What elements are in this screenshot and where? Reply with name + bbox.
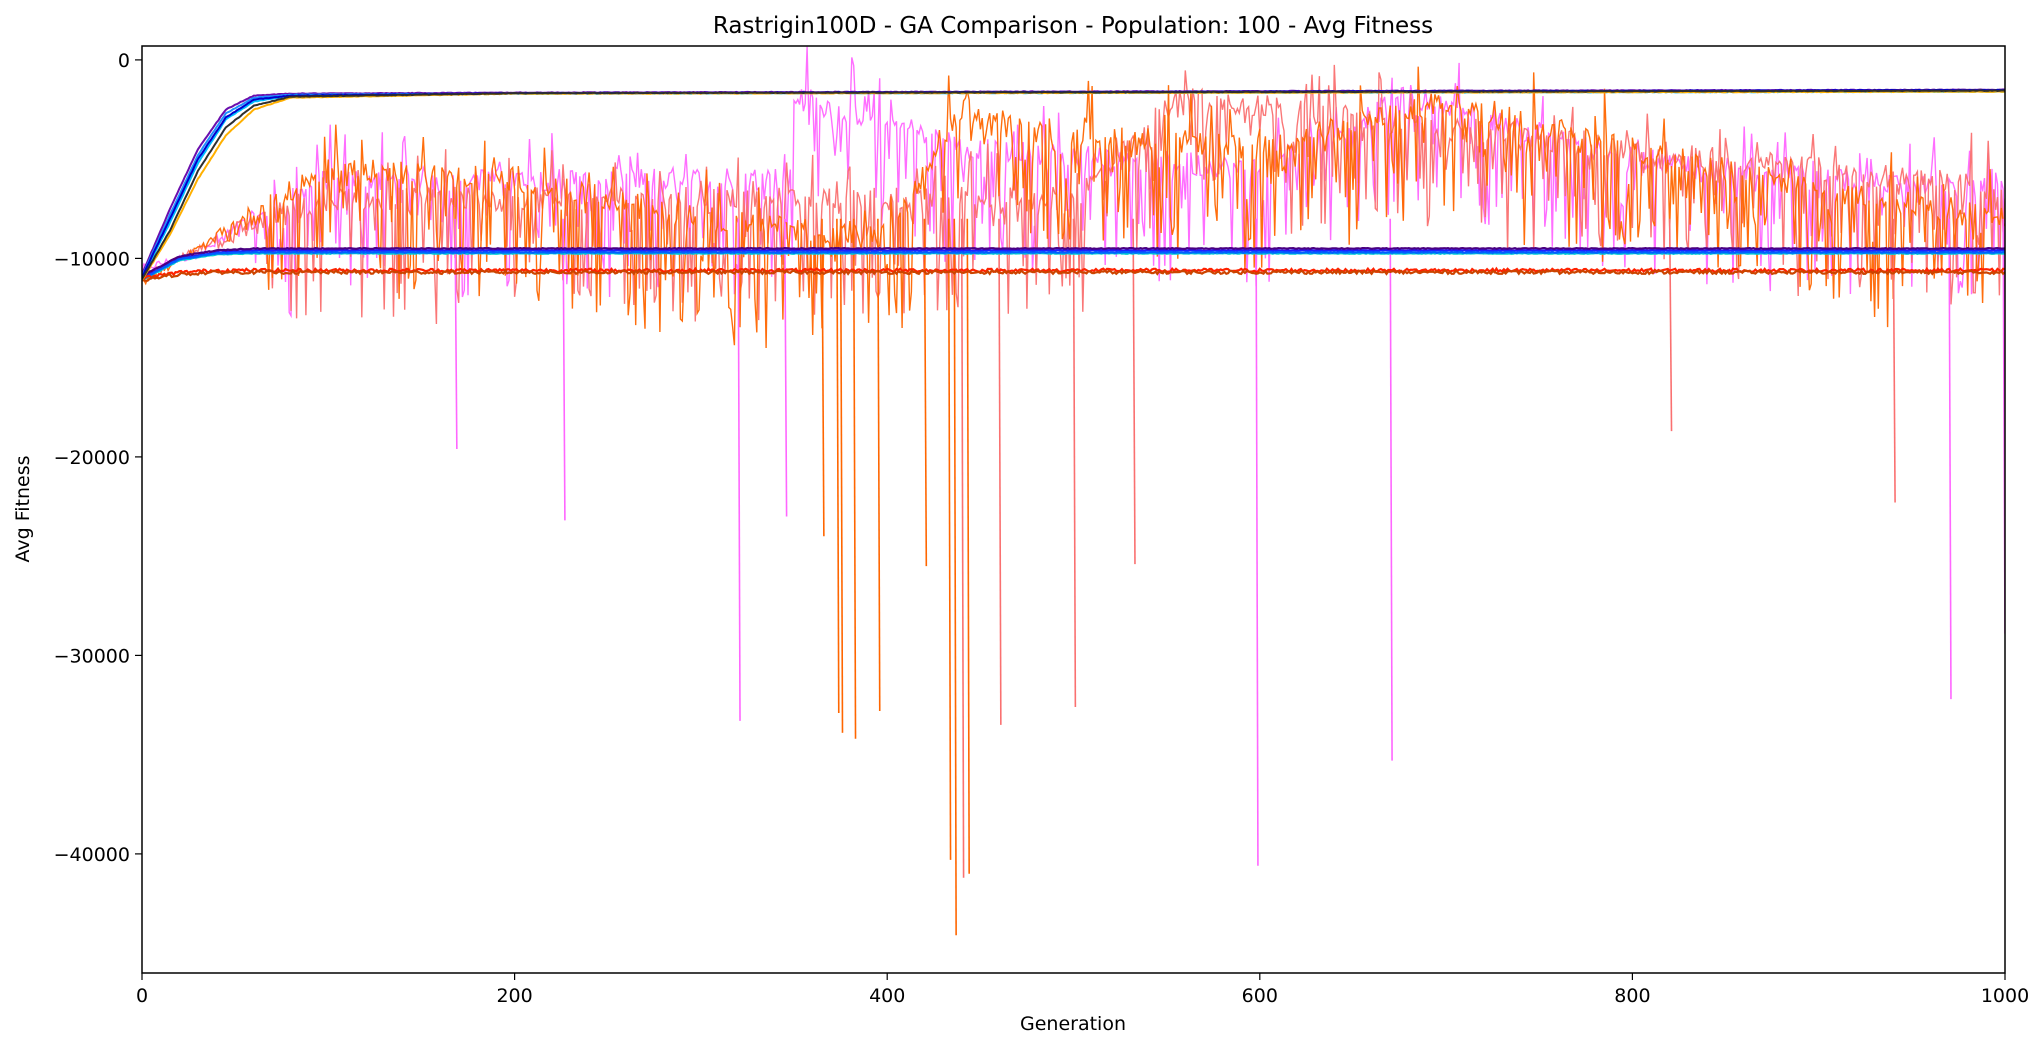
spike-4 [1389,218,1393,761]
x-tick-label-5: 1000 [1981,985,2029,1007]
spike-10 [998,218,1002,725]
plot-frame [141,45,2006,974]
chart-title: Rastrigin100D - GA Comparison - Populati… [713,13,1433,39]
y-axis: 0 −10000 −20000 −30000 −40000 [54,50,142,866]
series-line-8 [142,89,2005,280]
x-tick-label-1: 200 [496,985,532,1007]
spike-13 [1132,218,1136,565]
plot-area [142,46,2005,936]
series-line-9 [142,248,2005,280]
x-tick-label-2: 400 [869,985,905,1007]
x-tick-label-3: 600 [1242,985,1278,1007]
spike-16 [852,218,857,739]
y-tick-label-4: −40000 [54,844,130,866]
spike-11 [1892,218,1896,503]
y-tick-label-1: −10000 [54,248,130,270]
spike-15 [947,218,952,860]
spike-0 [737,218,741,721]
series-line-14 [142,268,2005,282]
y-tick-label-0: 0 [118,50,130,72]
x-axis-title: Generation [1020,1013,1126,1035]
spike-7 [783,218,788,517]
spike-6 [454,218,458,449]
y-axis-title: Avg Fitness [12,455,34,562]
spike-19 [877,218,881,711]
y-tick-label-2: −20000 [54,447,130,469]
spike-20 [966,218,970,874]
spike-2 [1948,218,1952,700]
spike-1 [1255,218,1259,866]
y-tick-label-3: −30000 [54,645,130,667]
x-tick-label-0: 0 [136,985,148,1007]
spike-17 [839,218,844,733]
series-line-10 [142,246,2005,278]
spike-8 [960,218,965,878]
spike-9 [1072,218,1077,708]
series-line-2 [142,66,2005,349]
series-line-12 [142,250,2005,281]
x-tick-label-4: 800 [1614,985,1650,1007]
x-axis: 0 200 400 600 800 1000 [136,973,2029,1007]
spike-21 [923,218,928,567]
spike-5 [562,218,566,521]
spike-18 [836,218,840,713]
spike-14 [953,218,957,936]
